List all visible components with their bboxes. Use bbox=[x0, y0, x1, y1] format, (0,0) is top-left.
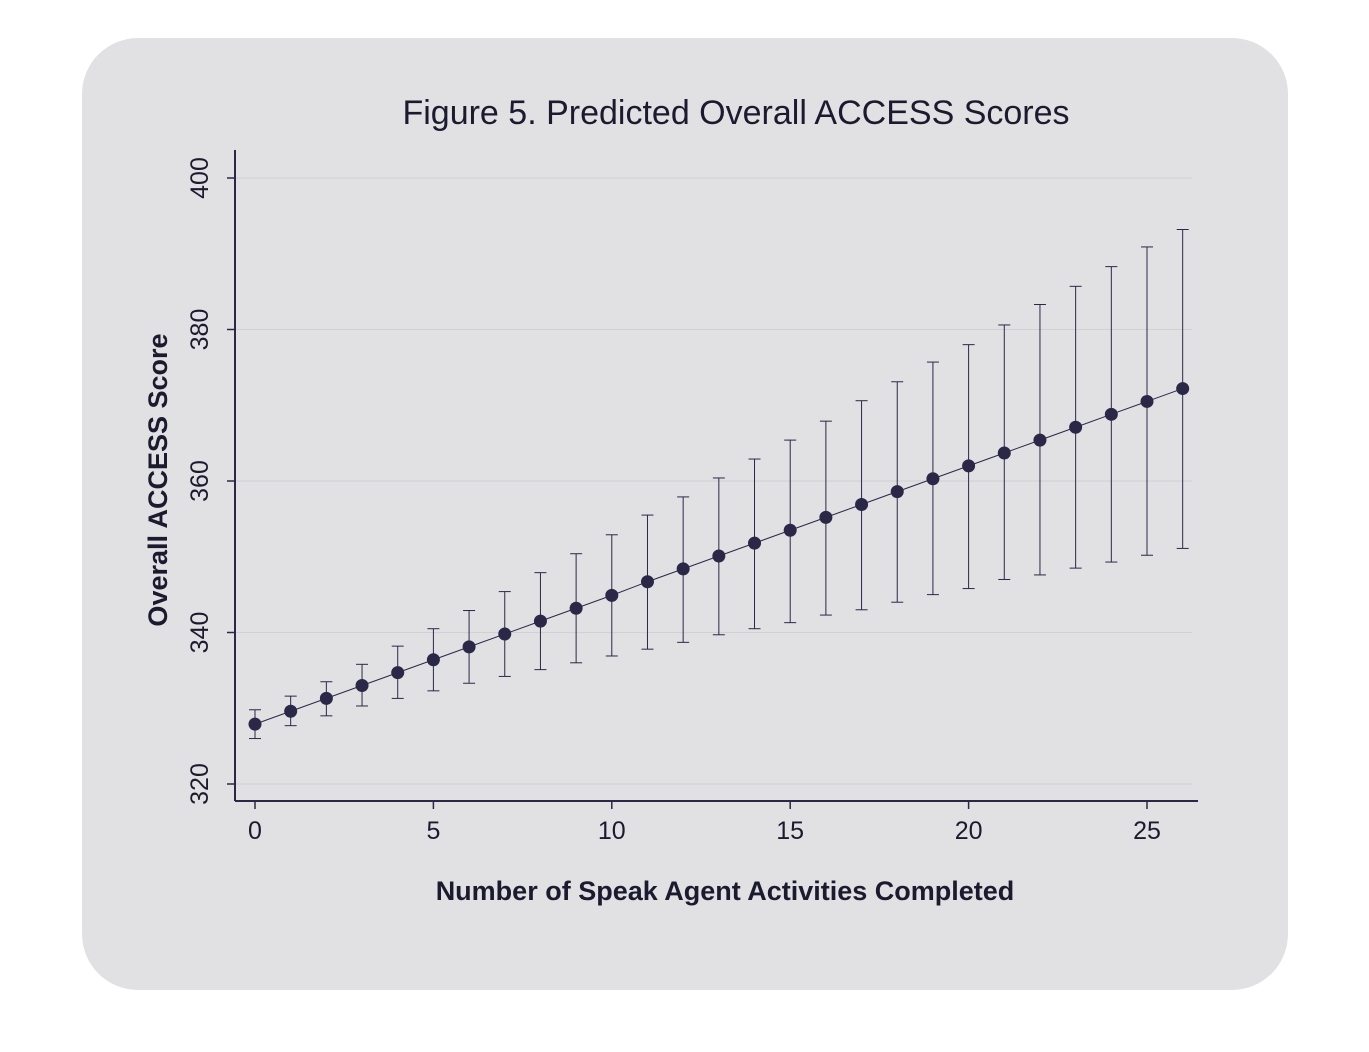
data-point-19 bbox=[926, 472, 940, 486]
data-point-4 bbox=[391, 666, 405, 680]
data-point-21 bbox=[997, 446, 1011, 460]
y-tick-label-320: 320 bbox=[186, 763, 214, 805]
data-point-7 bbox=[498, 627, 512, 641]
data-points bbox=[248, 382, 1190, 731]
data-point-1 bbox=[284, 704, 298, 718]
x-tick-label-15: 15 bbox=[776, 817, 804, 845]
error-bars bbox=[249, 229, 1189, 740]
data-point-10 bbox=[605, 588, 619, 602]
data-point-24 bbox=[1104, 407, 1118, 421]
axes bbox=[234, 150, 1198, 802]
data-point-11 bbox=[640, 575, 654, 589]
y-tick-label-340: 340 bbox=[186, 612, 214, 654]
data-point-20 bbox=[962, 459, 976, 473]
chart-title: Figure 5. Predicted Overall ACCESS Score… bbox=[402, 94, 1069, 132]
data-point-13 bbox=[712, 549, 726, 563]
data-point-18 bbox=[890, 485, 904, 499]
x-axis-label: Number of Speak Agent Activities Complet… bbox=[436, 876, 1015, 906]
x-tick-label-25: 25 bbox=[1133, 817, 1161, 845]
data-point-23 bbox=[1069, 420, 1083, 434]
data-point-6 bbox=[462, 640, 476, 654]
data-point-12 bbox=[676, 562, 690, 576]
y-ticks: 320 340 360 380 400 bbox=[186, 157, 235, 805]
data-point-16 bbox=[819, 510, 833, 524]
data-point-9 bbox=[569, 601, 583, 615]
data-point-17 bbox=[855, 497, 869, 511]
data-point-25 bbox=[1140, 394, 1154, 408]
x-tick-label-5: 5 bbox=[426, 817, 440, 845]
x-tick-label-10: 10 bbox=[598, 817, 626, 845]
data-point-3 bbox=[355, 679, 369, 693]
chart-card bbox=[82, 38, 1288, 990]
data-point-26 bbox=[1176, 382, 1190, 396]
data-point-5 bbox=[426, 653, 440, 667]
y-tick-label-360: 360 bbox=[186, 460, 214, 502]
data-point-8 bbox=[533, 614, 547, 628]
x-tick-label-0: 0 bbox=[248, 817, 262, 845]
y-tick-label-400: 400 bbox=[186, 157, 214, 199]
x-tick-label-20: 20 bbox=[955, 817, 983, 845]
data-point-2 bbox=[319, 691, 333, 705]
y-tick-label-380: 380 bbox=[186, 309, 214, 351]
data-point-14 bbox=[748, 536, 762, 550]
grid-lines bbox=[235, 177, 1192, 785]
x-ticks: 0 5 10 15 20 25 bbox=[248, 801, 1161, 845]
data-point-15 bbox=[783, 523, 797, 537]
data-point-22 bbox=[1033, 433, 1047, 447]
y-axis-label: Overall ACCESS Score bbox=[143, 333, 173, 626]
data-point-0 bbox=[248, 717, 262, 731]
